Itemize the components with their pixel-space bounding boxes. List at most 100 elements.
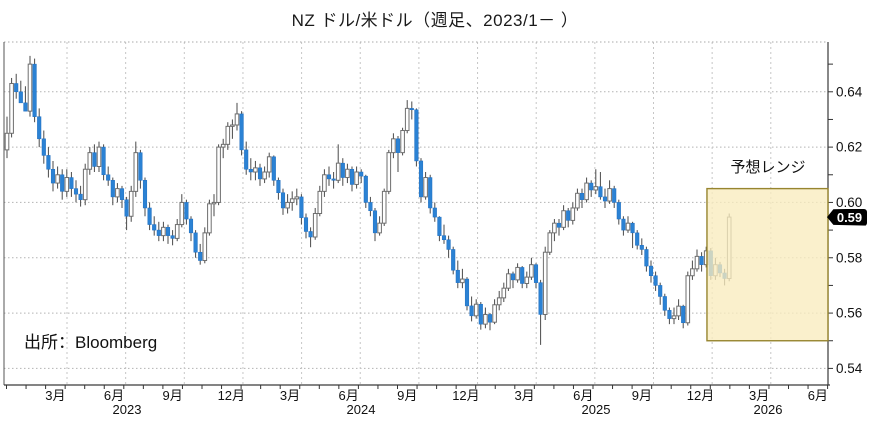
candle-week-28 (133, 152, 139, 192)
candle-week-26 (124, 199, 129, 217)
candle-week-104 (483, 313, 488, 325)
candle-week-22 (106, 174, 111, 181)
candle-week-124 (575, 192, 580, 209)
x-month-label: 9月 (397, 388, 417, 403)
candle-week-129 (598, 186, 603, 198)
candle-week-48 (225, 125, 231, 145)
candle-week-81 (377, 222, 382, 234)
candle-week-32 (152, 224, 157, 231)
candle-week-65 (303, 217, 309, 232)
candle-week-70 (326, 174, 332, 180)
candle-week-121 (561, 210, 566, 228)
candle-week-123 (570, 207, 576, 221)
candle-week-125 (579, 193, 585, 200)
candle-week-23 (110, 180, 115, 198)
candle-week-67 (312, 213, 318, 238)
candle-week-35 (165, 227, 171, 236)
candle-week-6 (32, 63, 37, 117)
candle-week-112 (520, 267, 525, 284)
candle-week-42 (198, 251, 203, 261)
candle-week-54 (253, 167, 258, 173)
candle-week-82 (381, 190, 387, 224)
candle-week-30 (142, 180, 148, 209)
candle-week-53 (248, 168, 253, 173)
x-month-label: 9月 (163, 388, 183, 403)
candle-week-1 (9, 82, 14, 134)
x-year-label: 2026 (754, 402, 783, 417)
candle-week-100 (464, 278, 470, 307)
candle-week-148 (685, 275, 691, 324)
x-month-label: 3月 (45, 388, 65, 403)
candle-week-141 (653, 275, 658, 286)
candle-week-69 (322, 174, 327, 192)
forecast-range-box (706, 187, 829, 342)
candle-week-61 (285, 201, 290, 209)
candle-week-117 (542, 251, 548, 315)
x-year-label: 2025 (582, 402, 611, 417)
candle-week-133 (616, 202, 621, 220)
y-tick-label: 0.64 (836, 84, 863, 99)
candle-week-93 (432, 207, 437, 218)
candle-week-83 (386, 152, 392, 192)
candle-week-52 (244, 149, 249, 170)
candle-week-118 (547, 232, 553, 253)
candle-week-127 (589, 182, 594, 191)
candle-week-106 (492, 304, 497, 323)
candle-week-63 (294, 196, 300, 200)
candle-week-15 (73, 188, 79, 195)
candle-week-66 (308, 231, 313, 238)
x-month-label: 12月 (218, 388, 245, 403)
candle-week-27 (128, 190, 134, 217)
candle-week-38 (179, 201, 185, 226)
candle-week-75 (349, 168, 355, 185)
last-price-tag: 0.59 (827, 208, 867, 226)
candle-week-150 (694, 255, 700, 270)
y-tick-label: 0.62 (836, 140, 862, 155)
candle-week-120 (556, 222, 562, 228)
chart-title: NZ ドル/米ドル（週足、2023/1－ ） (291, 11, 579, 30)
candle-week-4 (23, 102, 28, 112)
y-tick-label: 0.56 (836, 306, 862, 321)
candle-week-108 (501, 287, 507, 299)
candle-week-36 (170, 235, 175, 239)
candle-week-59 (276, 180, 281, 194)
candle-week-55 (257, 167, 263, 180)
candle-week-144 (667, 310, 672, 319)
x-month-label: 6月 (573, 388, 593, 403)
y-tick-label: 0.54 (836, 361, 863, 376)
candle-week-137 (635, 232, 640, 246)
candle-week-142 (658, 285, 663, 297)
candle-week-5 (27, 63, 33, 112)
x-month-label: 3月 (280, 388, 300, 403)
forecast-range-label: 予想レンジ (730, 159, 806, 176)
candle-week-147 (681, 305, 686, 324)
candle-week-58 (271, 156, 276, 181)
candle-week-44 (207, 203, 212, 234)
candle-week-50 (234, 113, 240, 126)
candle-week-73 (340, 162, 345, 178)
candle-week-119 (552, 222, 557, 234)
candle-week-51 (239, 113, 244, 151)
candle-week-151 (699, 256, 704, 265)
x-month-label: 12月 (452, 388, 479, 403)
candle-week-126 (584, 182, 589, 201)
candle-week-105 (487, 314, 493, 323)
candle-week-87 (404, 107, 410, 132)
x-year-label: 2024 (347, 402, 376, 417)
candle-week-77 (359, 171, 364, 177)
candle-week-34 (161, 226, 166, 237)
candle-week-132 (612, 188, 617, 203)
candle-week-80 (372, 210, 378, 234)
candle-week-85 (395, 138, 401, 153)
x-month-label: 12月 (687, 388, 714, 403)
candle-week-29 (138, 152, 143, 181)
candle-week-90 (418, 160, 424, 198)
candle-week-11 (55, 174, 60, 184)
candle-week-0 (4, 132, 10, 151)
candle-week-46 (216, 146, 221, 203)
candle-week-24 (115, 188, 120, 198)
candle-week-102 (473, 303, 479, 317)
candle-week-74 (345, 168, 350, 179)
candle-week-136 (630, 222, 635, 234)
